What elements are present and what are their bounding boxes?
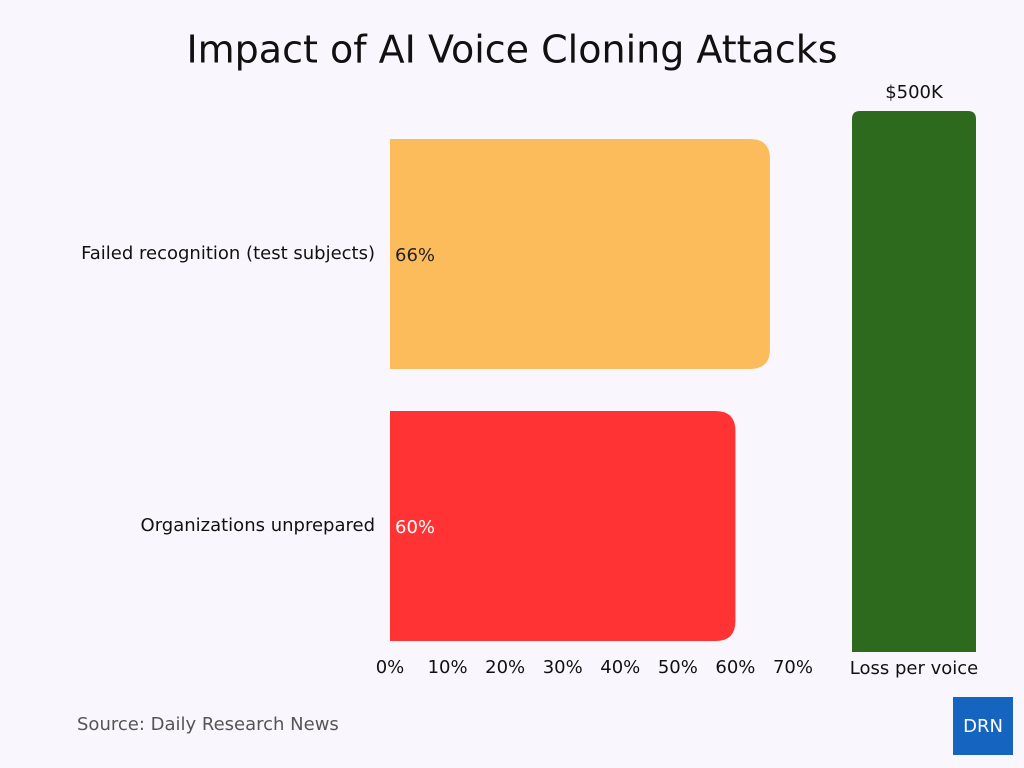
x-tick-label: 10% bbox=[428, 657, 468, 678]
chart-title: Impact of AI Voice Cloning Attacks bbox=[186, 28, 837, 72]
value-label: $500K bbox=[885, 82, 944, 103]
bar bbox=[852, 111, 976, 652]
category-label: Loss per voice bbox=[850, 658, 978, 679]
x-tick-label: 20% bbox=[485, 657, 525, 678]
x-tick-label: 70% bbox=[773, 657, 813, 678]
x-tick-label: 0% bbox=[376, 657, 405, 678]
bar bbox=[390, 411, 736, 641]
value-label: 60% bbox=[395, 517, 435, 538]
category-label: Organizations unprepared bbox=[141, 515, 375, 536]
logo: DRN bbox=[963, 716, 1003, 737]
x-tick-label: 40% bbox=[600, 657, 640, 678]
bar bbox=[390, 139, 770, 369]
x-tick-label: 60% bbox=[715, 657, 755, 678]
value-label: 66% bbox=[395, 245, 435, 266]
category-label: Failed recognition (test subjects) bbox=[81, 243, 375, 264]
logo-box bbox=[953, 697, 1013, 755]
source: Source: Daily Research News bbox=[77, 714, 339, 735]
x-tick-label: 50% bbox=[658, 657, 698, 678]
x-tick-label: 30% bbox=[543, 657, 583, 678]
